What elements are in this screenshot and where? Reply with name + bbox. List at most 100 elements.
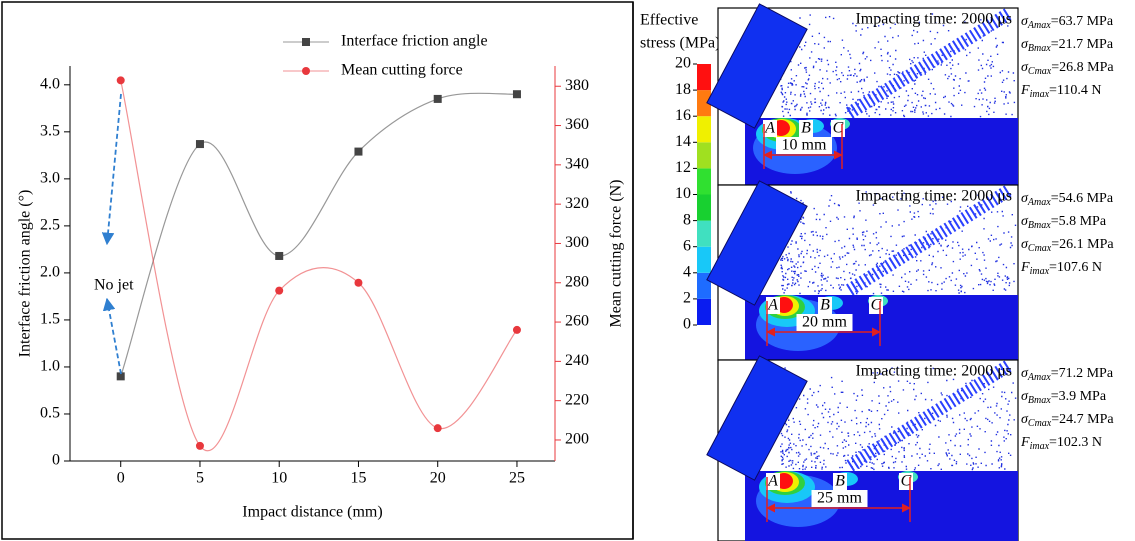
y-tick-label: 3.5 [40, 123, 60, 140]
colorbar-segment [697, 116, 711, 143]
stress-subscript: imax [1030, 441, 1050, 452]
annotation-arrow [102, 297, 122, 375]
stress-subscript: Amax [1027, 20, 1051, 31]
y2-tick-label: 220 [565, 391, 589, 408]
y-tick-label: 0.5 [40, 405, 60, 422]
point-label: B [801, 120, 811, 137]
y2-tick-label: 280 [565, 273, 589, 290]
colorbar-segment [697, 246, 711, 273]
marker-square [354, 147, 363, 156]
colorbar-tick-label: 16 [675, 107, 691, 124]
stress-text: =3.9 MPa [1051, 389, 1107, 404]
water-jet [844, 360, 1012, 473]
stress-value: σAmax=63.7 MPa [1021, 14, 1114, 31]
colorbar-segment [697, 194, 711, 221]
colorbar-title: Effective [640, 12, 698, 29]
stress-subscript: Amax [1027, 372, 1051, 383]
series-line [120, 92, 517, 377]
stress-text: =102.3 N [1049, 435, 1102, 450]
point-label: C [901, 473, 912, 490]
stress-symbol: F [1020, 260, 1030, 275]
legend-label: Interface friction angle [341, 33, 488, 50]
marker-square [512, 90, 521, 99]
legend-label: Mean cutting force [341, 62, 463, 79]
x-tick-label: 0 [117, 470, 125, 487]
stress-symbol: σ [1021, 366, 1029, 381]
stress-text: =71.2 MPa [1051, 366, 1114, 381]
y-tick-label: 2.0 [40, 264, 60, 281]
y2-tick-label: 320 [565, 195, 589, 212]
colorbar-segment [697, 168, 711, 195]
marker-circle [275, 286, 284, 295]
stress-subscript: Bmax [1028, 43, 1051, 54]
stress-symbol: σ [1021, 37, 1029, 52]
stress-subscript: Cmax [1028, 243, 1052, 254]
point-label: A [767, 297, 778, 314]
y-tick-label: 0 [52, 452, 60, 469]
stress-symbol: F [1020, 435, 1030, 450]
stress-subscript: Amax [1027, 197, 1051, 208]
stress-subscript: Cmax [1028, 418, 1052, 429]
stress-value: σCmax=24.7 MPa [1021, 412, 1114, 429]
colorbar-tick-label: 12 [675, 159, 691, 176]
x-tick-label: 15 [350, 470, 366, 487]
stress-symbol: σ [1021, 237, 1029, 252]
legend-marker [302, 67, 310, 75]
colorbar-tick-label: 20 [675, 55, 691, 72]
point-label: C [833, 120, 844, 137]
chart: 0 5 10 15 20 25 0 0.5 1.0 1.5 2.0 2.5 3.0 3.5 4.0 200 22… [17, 33, 625, 521]
legend-marker [302, 38, 310, 46]
x-axis-title: Impact distance (mm) [242, 504, 382, 521]
y2-tick-label: 360 [565, 116, 589, 133]
point-label: B [835, 473, 845, 490]
y-tick-label: 1.0 [40, 358, 60, 375]
point-label-bg [766, 297, 780, 314]
point-label-bg [766, 473, 780, 490]
point-label: A [767, 473, 778, 490]
time-label: Impacting time: 2000 μs [855, 188, 1012, 205]
stress-symbol: F [1020, 83, 1030, 98]
point-label-bg [763, 120, 777, 137]
y2-tick-label: 340 [565, 156, 589, 173]
time-label: Impacting time: 2000 μs [855, 363, 1012, 380]
nozzle [706, 180, 808, 306]
distance-label-bg [811, 490, 868, 507]
stress-value: Fimax=110.4 N [1020, 83, 1102, 100]
time-label: Impacting time: 2000 μs [855, 11, 1012, 28]
point-label-bg [833, 473, 847, 490]
point-label-bg [818, 297, 832, 314]
marker-circle [195, 441, 204, 450]
colorbar-segment [697, 220, 711, 247]
y2-axis-title: Mean cutting force (N) [608, 180, 625, 328]
y2-tick-label: 260 [565, 313, 589, 330]
stress-value: σCmax=26.1 MPa [1021, 237, 1114, 254]
water-jet [844, 185, 1012, 297]
annotation: No jet [94, 277, 134, 294]
colorbar-tick-label: 6 [683, 237, 691, 254]
marker-square [195, 140, 204, 149]
stress-text: =63.7 MPa [1051, 14, 1114, 29]
colorbar-title: stress (MPa) [640, 35, 720, 52]
stress-symbol: σ [1021, 412, 1029, 427]
stress-text: =21.7 MPa [1051, 37, 1114, 52]
stress-symbol: σ [1021, 214, 1029, 229]
marker-square [275, 251, 284, 260]
colorbar-segment [697, 142, 711, 169]
point-label: C [871, 297, 882, 314]
stress-symbol: σ [1021, 14, 1029, 29]
stress-value: σBmax=21.7 MPa [1021, 37, 1114, 54]
stress-subscript: Bmax [1028, 220, 1051, 231]
stress-value: Fimax=107.6 N [1020, 260, 1102, 277]
stress-value: σCmax=26.8 MPa [1021, 60, 1114, 77]
distance-label: 10 mm [782, 137, 827, 154]
annotation-arrow [101, 93, 122, 246]
stress-subscript: imax [1030, 266, 1050, 277]
stress-value: σBmax=3.9 MPa [1021, 389, 1107, 406]
stress-text: =26.8 MPa [1051, 60, 1114, 75]
stress-symbol: σ [1021, 60, 1029, 75]
stress-text: =26.1 MPa [1051, 237, 1114, 252]
stress-text: =24.7 MPa [1051, 412, 1114, 427]
point-label: A [764, 120, 775, 137]
stress-value: σAmax=54.6 MPa [1021, 191, 1114, 208]
